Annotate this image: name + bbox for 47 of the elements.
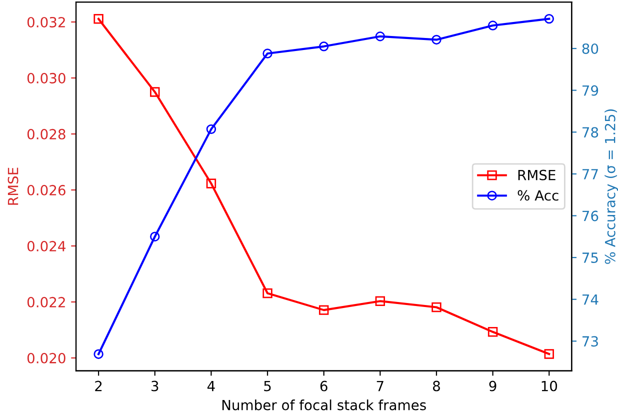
point [206, 178, 216, 188]
point [488, 20, 498, 30]
y2-tick-label: 80 [582, 43, 598, 54]
point [262, 48, 272, 58]
x-tick-label: 8 [433, 380, 440, 392]
legend-label: RMSE [518, 170, 556, 180]
point [262, 288, 272, 298]
point [150, 232, 160, 242]
legend-label: % Acc [518, 190, 558, 201]
y2-tick-label: 77 [582, 169, 598, 180]
x-tick-label: 3 [152, 380, 158, 392]
x-tick-label: 6 [320, 380, 328, 392]
y-tick-label: 0.028 [27, 128, 66, 140]
point [318, 305, 329, 315]
x-tick-label: 5 [264, 380, 271, 392]
point [544, 14, 554, 24]
x-tick-label: 7 [376, 380, 384, 392]
point [432, 302, 442, 312]
point [206, 124, 216, 134]
y2-tick-label: 74 [582, 294, 598, 305]
point [94, 349, 104, 359]
y-tick-label: 0.024 [27, 240, 66, 252]
point [432, 34, 442, 45]
y-tick-label: 0.030 [27, 72, 66, 84]
y-tick-label: 0.032 [27, 16, 65, 28]
y2-axis-title: % Accuracy (σ = 1.25) [604, 109, 618, 264]
x-tick-label: 2 [95, 380, 102, 392]
y2-tick-label: 75 [582, 252, 598, 263]
y2-tick-label: 79 [582, 85, 598, 96]
y2-tick-label: 73 [582, 336, 598, 347]
y-tick-label: 0.022 [27, 296, 65, 308]
point [375, 32, 386, 42]
point [544, 349, 554, 359]
x-tick-label: 9 [489, 380, 496, 392]
x-tick-label: 10 [542, 380, 558, 392]
point [94, 14, 104, 24]
x-axis-title: Number of focal stack frames [222, 400, 426, 410]
point [150, 87, 160, 97]
point [318, 42, 329, 52]
point [375, 296, 386, 306]
y-axis-title: RMSE [8, 168, 18, 205]
y2-tick-label: 76 [582, 210, 598, 222]
y2-tick-label: 78 [582, 127, 598, 138]
point [488, 327, 498, 337]
y-tick-label: 0.020 [27, 352, 66, 364]
x-tick-label: 4 [207, 380, 215, 392]
y-tick-label: 0.026 [27, 184, 66, 196]
